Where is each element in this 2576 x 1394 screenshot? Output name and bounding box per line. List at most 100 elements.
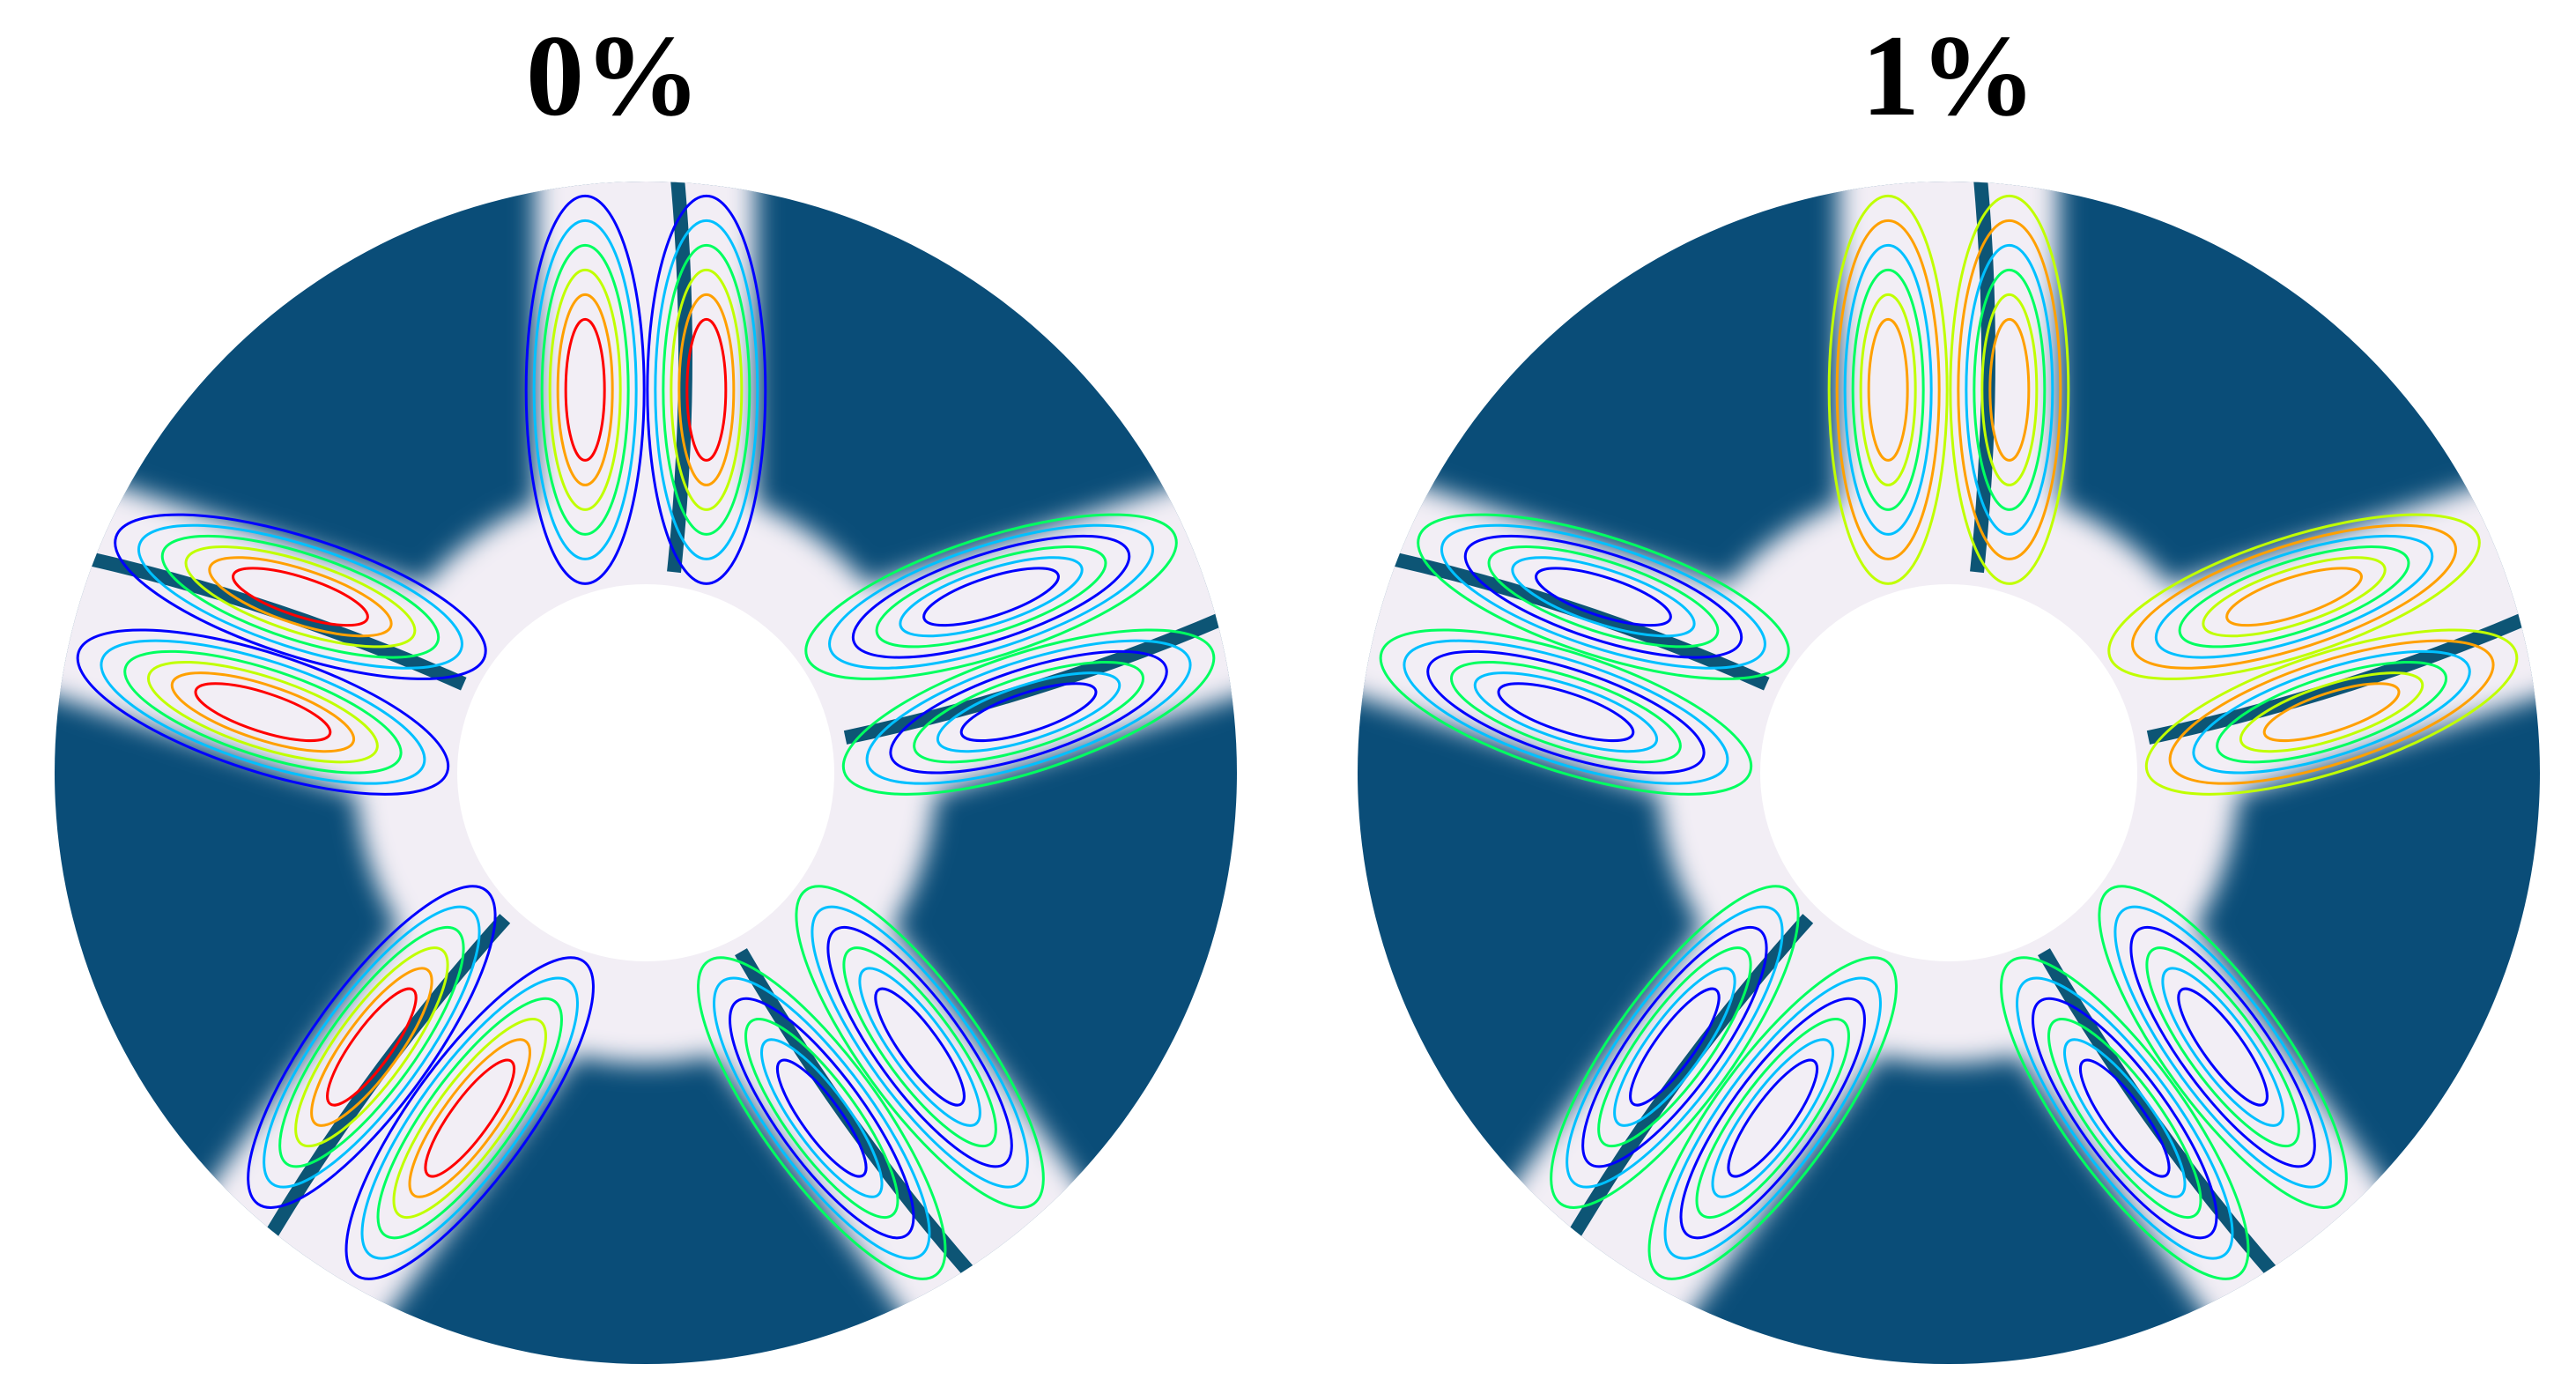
- streamline-loop: [1988, 317, 2031, 462]
- streamline-loop: [2177, 987, 2269, 1107]
- streamline-loop: [729, 997, 915, 1240]
- streamline-loop: [532, 219, 638, 560]
- streamline-loop: [1980, 293, 2039, 486]
- streamline-loop: [1473, 671, 1659, 753]
- streamline-loop: [1965, 243, 2054, 536]
- streamline-loop: [123, 649, 403, 775]
- streamline-loop: [540, 243, 630, 536]
- streamline-loop: [2192, 649, 2471, 775]
- streamline-loop: [184, 545, 417, 649]
- streamline-loop: [2032, 997, 2218, 1240]
- streamline-loop: [392, 1018, 547, 1220]
- streamline-loop: [1679, 997, 1866, 1240]
- streamline-loop: [2113, 905, 2332, 1189]
- streamline-loop: [2144, 628, 2519, 796]
- streamline-loop: [114, 513, 487, 680]
- streamline-loop: [1727, 1058, 1819, 1178]
- streamline-loop: [685, 317, 728, 462]
- streamline-loop: [875, 545, 1107, 649]
- streamline-loop: [1440, 523, 1766, 670]
- streamline-loop: [1566, 905, 1784, 1189]
- panel-title-0-percent: 0%: [526, 11, 700, 140]
- streamline-loop: [1867, 317, 1909, 462]
- streamline-loop: [263, 905, 481, 1189]
- streamline-loop: [1957, 219, 2062, 560]
- center-hole: [1760, 584, 2137, 961]
- disc-0-percent: [55, 182, 1237, 1364]
- streamline-loop: [326, 987, 418, 1107]
- blade: [2038, 948, 2281, 1280]
- streamlines: [76, 194, 1216, 1280]
- streamline-loop: [232, 567, 369, 627]
- streamline-loop: [100, 639, 426, 785]
- streamline-loop: [2016, 976, 2234, 1260]
- streamline-loop: [1511, 556, 1696, 638]
- streamline-loop: [408, 1038, 531, 1198]
- streamline-loop: [247, 885, 497, 1209]
- streamline-loop: [2129, 925, 2316, 1168]
- streamline-loop: [1417, 513, 1790, 680]
- streamline-loop: [2047, 1018, 2202, 1220]
- streamline-loop: [1463, 534, 1743, 659]
- streamline-loop: [1973, 268, 2047, 511]
- streamline-loop: [2239, 671, 2424, 753]
- streamline-loop: [842, 946, 997, 1148]
- streamline-loop: [1403, 639, 1729, 785]
- streamline-loop: [1949, 194, 2070, 585]
- streamline-loop: [1597, 946, 1752, 1148]
- streamline-loop: [2078, 1058, 2171, 1178]
- streamline-loop: [1497, 682, 1635, 743]
- streamline-loop: [922, 567, 1060, 627]
- streamline-loop: [344, 956, 595, 1280]
- streamline-loop: [1550, 885, 1800, 1209]
- streamline-loop: [2225, 567, 2363, 627]
- panel-title-1-percent: 1%: [1862, 11, 2036, 140]
- streamline-loop: [278, 925, 465, 1168]
- streamline-loop: [76, 628, 450, 796]
- streamline-loop: [670, 268, 744, 511]
- streamline-loop: [1379, 628, 1753, 796]
- blade: [1388, 551, 1770, 691]
- streamline-loop: [564, 317, 606, 462]
- streamline-loop: [744, 1018, 899, 1220]
- streamline-loop: [294, 946, 449, 1148]
- streamline-loop: [2161, 967, 2284, 1127]
- streamline-loop: [889, 649, 1168, 775]
- streamline-loop: [811, 905, 1029, 1189]
- streamline-loop: [170, 671, 356, 753]
- streamline-loop: [137, 523, 463, 670]
- streamline-loop: [1663, 976, 1882, 1260]
- streamline-loop: [310, 967, 433, 1127]
- streamline-loop: [2063, 1038, 2187, 1198]
- blade: [263, 914, 511, 1242]
- streamline-loop: [1851, 268, 1925, 511]
- streamline-loop: [1613, 967, 1736, 1127]
- streamline-loop: [795, 885, 1045, 1209]
- streamline-loop: [160, 534, 440, 659]
- streamline-loop: [677, 293, 736, 486]
- streamline-loop: [826, 925, 1013, 1168]
- streamline-loop: [804, 513, 1178, 680]
- streamline-loop: [548, 268, 622, 511]
- streamline-loop: [2154, 534, 2434, 659]
- streamline-loop: [913, 660, 1145, 764]
- streamline-loop: [1695, 1018, 1850, 1220]
- streamline-loop: [828, 523, 1155, 670]
- streamline-loop: [646, 194, 767, 585]
- streamline-loop: [2262, 682, 2401, 743]
- streamlines: [1379, 194, 2519, 1280]
- blade: [2146, 611, 2530, 745]
- streamline-loop: [775, 1058, 868, 1178]
- streamline-loop: [424, 1058, 516, 1178]
- streamline-loop: [1629, 987, 1721, 1107]
- streamline-loop: [2131, 523, 2458, 670]
- streamline-loop: [760, 1038, 884, 1198]
- streamline-loop: [2202, 556, 2387, 638]
- blade: [735, 948, 978, 1280]
- streamline-loop: [865, 639, 1192, 785]
- disc-1-percent: [1358, 182, 2540, 1364]
- streamline-loop: [1711, 1038, 1834, 1198]
- blade: [1566, 914, 1814, 1242]
- streamline-loop: [959, 682, 1098, 743]
